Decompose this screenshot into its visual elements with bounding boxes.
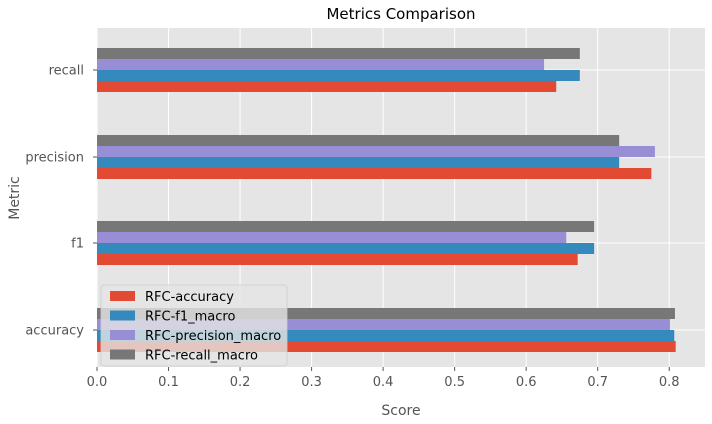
y-tick-label-precision: precision bbox=[25, 151, 84, 166]
bar-recall-rfc-recall-macro bbox=[97, 48, 580, 59]
x-tick-label: 0.2 bbox=[230, 375, 251, 390]
bar-accuracy-rfc-recall-macro bbox=[97, 308, 675, 319]
bars bbox=[97, 48, 676, 352]
bar-precision-rfc-precision-macro bbox=[97, 146, 655, 157]
legend-label-rfc-recall-macro: RFC-recall_macro bbox=[145, 349, 258, 364]
bar-precision-rfc-recall-macro bbox=[97, 135, 620, 146]
legend-box bbox=[100, 284, 288, 367]
legend-label-rfc-accuracy: RFC-accuracy bbox=[145, 290, 234, 305]
x-tick-label: 0.3 bbox=[301, 375, 322, 390]
bar-recall-rfc-accuracy bbox=[97, 81, 557, 92]
y-axis-ticks: accuracy f1 precision recall bbox=[25, 64, 97, 339]
x-axis-ticks: 0.0 0.1 0.2 0.3 0.4 0.5 0.6 0.7 0.8 bbox=[87, 367, 680, 390]
bar-recall-rfc-f1-macro bbox=[97, 70, 580, 81]
bar-precision-rfc-f1-macro bbox=[97, 157, 620, 168]
x-tick-label: 0.5 bbox=[444, 375, 465, 390]
bar-f1-rfc-recall-macro bbox=[97, 221, 595, 232]
x-tick-label: 0.1 bbox=[158, 375, 179, 390]
legend-label-rfc-f1-macro: RFC-f1_macro bbox=[145, 310, 235, 325]
legend: RFC-accuracy RFC-f1_macro RFC-precision_ma… bbox=[100, 284, 288, 367]
x-tick-label: 0.6 bbox=[516, 375, 537, 390]
x-tick-label: 0.8 bbox=[659, 375, 680, 390]
bar-recall-rfc-precision-macro bbox=[97, 59, 545, 70]
bar-f1-rfc-precision-macro bbox=[97, 232, 567, 243]
y-tick-label-recall: recall bbox=[49, 64, 84, 79]
legend-swatch-rfc-recall-macro bbox=[110, 349, 135, 360]
x-tick-label: 0.0 bbox=[87, 375, 108, 390]
y-tick-label-f1: f1 bbox=[71, 237, 84, 252]
x-axis-label: Score bbox=[381, 403, 420, 419]
y-tick-label-accuracy: accuracy bbox=[25, 324, 84, 339]
bar-f1-rfc-accuracy bbox=[97, 254, 578, 265]
bar-accuracy-rfc-f1-macro bbox=[97, 330, 675, 341]
bar-f1-rfc-f1-macro bbox=[97, 243, 595, 254]
legend-swatch-rfc-accuracy bbox=[110, 291, 135, 301]
x-tick-label: 0.4 bbox=[373, 375, 394, 390]
legend-swatch-rfc-precision-macro bbox=[110, 330, 135, 340]
bar-accuracy-rfc-precision-macro bbox=[97, 319, 670, 330]
chart-title: Metrics Comparison bbox=[326, 5, 475, 23]
legend-swatch-rfc-f1-macro bbox=[110, 310, 135, 321]
legend-label-rfc-precision-macro: RFC-precision_macro bbox=[145, 329, 281, 344]
bar-precision-rfc-accuracy bbox=[97, 168, 652, 179]
bar-accuracy-rfc-accuracy bbox=[97, 341, 676, 352]
x-tick-label: 0.7 bbox=[587, 375, 608, 390]
y-axis-label: Metric bbox=[7, 176, 23, 220]
